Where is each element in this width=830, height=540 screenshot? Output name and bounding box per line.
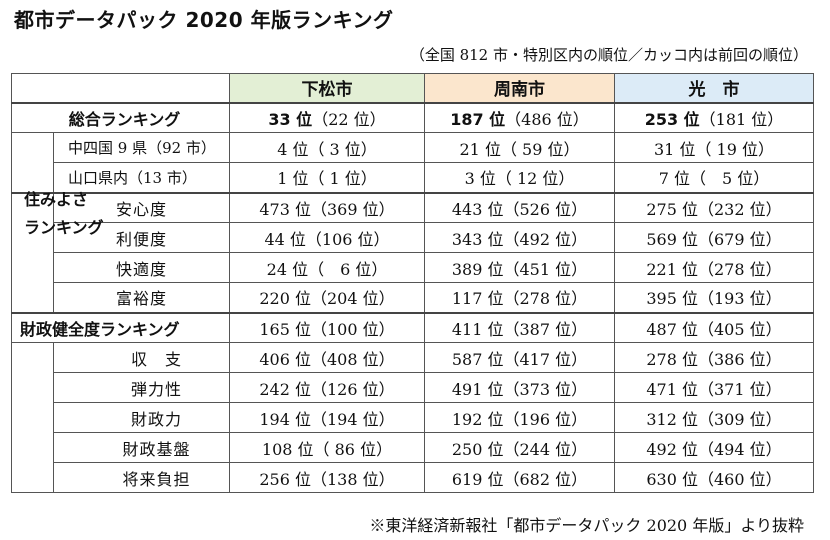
cell-shunan: 587 位（417 位）	[424, 342, 615, 373]
row-label: 快適度	[53, 252, 230, 283]
cell-hikari: 221 位（278 位）	[614, 252, 814, 283]
cell-kudamatsu: 194 位（194 位）	[229, 402, 425, 433]
cell-hikari: 471 位（371 位）	[614, 372, 814, 403]
finance-label: 財政健全度ランキング	[11, 311, 230, 343]
indent-cell	[11, 342, 54, 493]
cell-shunan: 21 位（ 59 位）	[424, 132, 615, 163]
livability-label-line2: ランキング	[24, 217, 104, 237]
cell-shunan: 491 位（373 位）	[424, 372, 615, 403]
row-label: 中四国 9 県（92 市）	[53, 132, 230, 163]
indent-cell	[11, 162, 54, 193]
cell-shunan: 619 位（682 位）	[424, 462, 615, 493]
overall-shunan: 187 位（486 位）	[424, 101, 615, 133]
header-blank-cell	[11, 73, 230, 103]
table-row: 住みよさ ランキング 安心度 473 位（369 位） 443 位（526 位）…	[11, 190, 814, 313]
row-label: 利便度	[53, 222, 230, 253]
cell-kudamatsu: 44 位（106 位）	[229, 222, 425, 253]
overall-row: 総合ランキング 33 位（22 位） 187 位（486 位） 253 位（18…	[11, 101, 814, 133]
table-row: 財政力 194 位（194 位） 192 位（196 位） 312 位（309 …	[12, 402, 814, 433]
cell-hikari: 275 位（232 位）	[614, 191, 814, 223]
cell-shunan: 250 位（244 位）	[424, 432, 615, 463]
row-label: 財政基盤	[53, 432, 230, 463]
cell-hikari: 312 位（309 位）	[614, 402, 814, 433]
cell-hikari: 492 位（494 位）	[614, 432, 814, 463]
finance-shunan: 411 位（387 位）	[424, 311, 615, 343]
cell-shunan: 3 位（ 12 位）	[424, 162, 615, 193]
cell-hikari: 630 位（460 位）	[614, 462, 814, 493]
header-kudamatsu: 下松市	[229, 73, 425, 103]
cell-hikari: 569 位（679 位）	[614, 222, 814, 253]
cell-kudamatsu: 4 位（ 3 位）	[229, 132, 425, 163]
row-label: 富裕度	[53, 282, 230, 313]
table-note: （全国 812 市・特別区内の順位／カッコ内は前回の順位）	[409, 46, 808, 64]
table-row: 富裕度 220 位（204 位） 117 位（278 位） 395 位（193 …	[12, 282, 814, 313]
table-row: 利便度 44 位（106 位） 343 位（492 位） 569 位（679 位…	[12, 222, 814, 253]
cell-hikari: 278 位（386 位）	[614, 342, 814, 373]
cell-kudamatsu: 242 位（126 位）	[229, 372, 425, 403]
livability-label: 住みよさ ランキング	[11, 190, 104, 313]
page-title: 都市データパック 2020 年版ランキング	[14, 8, 394, 32]
cell-kudamatsu: 108 位（ 86 位）	[229, 432, 425, 463]
cell-kudamatsu: 473 位（369 位）	[229, 191, 425, 223]
cell-kudamatsu: 406 位（408 位）	[229, 342, 425, 373]
cell-shunan: 117 位（278 位）	[424, 282, 615, 313]
row-label: 将来負担	[53, 462, 230, 493]
cell-kudamatsu: 220 位（204 位）	[229, 282, 425, 313]
overall-kudamatsu: 33 位（22 位）	[229, 101, 425, 133]
header-row: 下松市 周南市 光 市	[11, 73, 814, 103]
row-label: 弾力性	[53, 372, 230, 403]
cell-kudamatsu: 24 位（ 6 位）	[229, 252, 425, 283]
cell-hikari: 395 位（193 位）	[614, 282, 814, 313]
finance-row: 財政健全度ランキング 165 位（100 位） 411 位（387 位） 487…	[11, 311, 814, 343]
cell-shunan: 389 位（451 位）	[424, 252, 615, 283]
row-label: 山口県内（13 市）	[53, 162, 230, 193]
indent-cell	[11, 132, 54, 163]
overall-hikari: 253 位（181 位）	[614, 101, 814, 133]
cell-shunan: 192 位（196 位）	[424, 402, 615, 433]
table-row: 収 支 406 位（408 位） 587 位（417 位） 278 位（386 …	[11, 342, 814, 493]
table-row: 財政基盤 108 位（ 86 位） 250 位（244 位） 492 位（494…	[12, 432, 814, 463]
cell-hikari: 31 位（ 19 位）	[614, 132, 814, 163]
finance-kudamatsu: 165 位（100 位）	[229, 311, 425, 343]
cell-kudamatsu: 1 位（ 1 位）	[229, 162, 425, 193]
row-label: 財政力	[53, 402, 230, 433]
table-row: 将来負担 256 位（138 位） 619 位（682 位） 630 位（460…	[12, 462, 814, 493]
cell-kudamatsu: 256 位（138 位）	[229, 462, 425, 493]
cell-hikari: 7 位（ 5 位）	[614, 162, 814, 193]
row-label: 収 支	[53, 342, 230, 373]
header-shunan: 周南市	[424, 73, 615, 103]
finance-hikari: 487 位（405 位）	[614, 311, 814, 343]
cell-shunan: 443 位（526 位）	[424, 191, 615, 223]
table-row: 快適度 24 位（ 6 位） 389 位（451 位） 221 位（278 位）	[12, 252, 814, 283]
source-note: ※東洋経済新報社「都市データパック 2020 年版」より抜粋	[369, 516, 804, 535]
table-row: 中四国 9 県（92 市） 4 位（ 3 位） 21 位（ 59 位） 31 位…	[11, 132, 814, 163]
livability-label-line1: 住みよさ	[24, 189, 89, 209]
overall-label: 総合ランキング	[11, 101, 230, 133]
cell-shunan: 343 位（492 位）	[424, 222, 615, 253]
table-row: 弾力性 242 位（126 位） 491 位（373 位） 471 位（371 …	[12, 372, 814, 403]
ranking-table: 下松市 周南市 光 市 総合ランキング 33 位（22 位） 187 位（486…	[11, 73, 814, 493]
header-hikari: 光 市	[614, 73, 814, 103]
